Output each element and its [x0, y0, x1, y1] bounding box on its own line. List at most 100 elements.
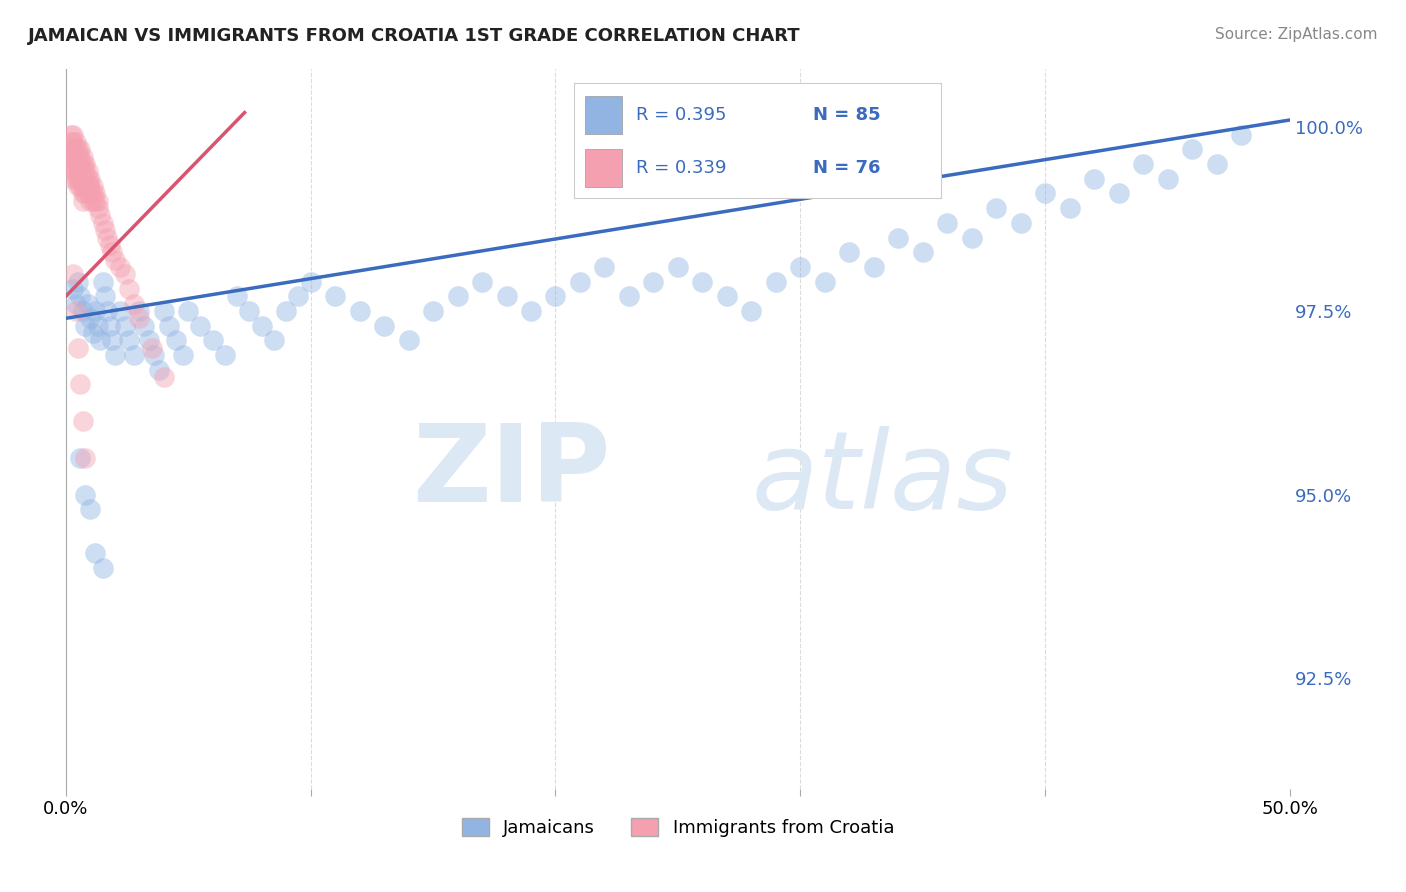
Point — [62, 157, 84, 171]
Point — [118, 334, 141, 348]
Point — [124, 348, 146, 362]
Point — [1083, 171, 1105, 186]
Point — [72, 179, 94, 194]
Point — [67, 171, 90, 186]
Point — [789, 260, 811, 274]
Point — [89, 209, 111, 223]
Point — [276, 304, 298, 318]
Point — [82, 326, 104, 340]
Point — [59, 128, 82, 142]
Point — [422, 304, 444, 318]
Point — [101, 334, 124, 348]
Point — [134, 318, 156, 333]
Point — [96, 304, 118, 318]
Point — [62, 164, 84, 178]
Point — [96, 230, 118, 244]
Point — [86, 194, 108, 208]
Text: JAMAICAN VS IMMIGRANTS FROM CROATIA 1ST GRADE CORRELATION CHART: JAMAICAN VS IMMIGRANTS FROM CROATIA 1ST … — [28, 27, 801, 45]
Point — [128, 311, 150, 326]
Point — [960, 230, 983, 244]
Point — [84, 304, 107, 318]
Text: atlas: atlas — [751, 426, 1014, 532]
Point — [299, 275, 322, 289]
Point — [593, 260, 616, 274]
Point — [69, 377, 91, 392]
Point — [69, 179, 91, 194]
Point — [75, 318, 97, 333]
Point — [65, 296, 87, 310]
Point — [765, 275, 787, 289]
Point — [72, 150, 94, 164]
Point — [86, 318, 108, 333]
Text: ZIP: ZIP — [412, 418, 610, 524]
Point — [148, 363, 170, 377]
Point — [214, 348, 236, 362]
Point — [59, 135, 82, 149]
Point — [62, 282, 84, 296]
Point — [141, 341, 163, 355]
Point — [72, 157, 94, 171]
Point — [67, 150, 90, 164]
Point — [67, 142, 90, 156]
Point — [82, 179, 104, 194]
Point — [104, 348, 127, 362]
Point — [814, 275, 837, 289]
Point — [1132, 157, 1154, 171]
Point — [165, 334, 187, 348]
Point — [65, 171, 87, 186]
Point — [75, 179, 97, 194]
Point — [76, 186, 98, 201]
Point — [65, 142, 87, 156]
Point — [617, 289, 640, 303]
Point — [91, 216, 114, 230]
Point — [91, 275, 114, 289]
Point — [177, 304, 200, 318]
Point — [114, 267, 136, 281]
Text: Source: ZipAtlas.com: Source: ZipAtlas.com — [1215, 27, 1378, 42]
Point — [250, 318, 273, 333]
Point — [72, 164, 94, 178]
Point — [59, 142, 82, 156]
Point — [76, 179, 98, 194]
Point — [79, 171, 101, 186]
Point — [716, 289, 738, 303]
Legend: Jamaicans, Immigrants from Croatia: Jamaicans, Immigrants from Croatia — [454, 811, 901, 845]
Point — [84, 186, 107, 201]
Point — [226, 289, 249, 303]
Point — [1156, 171, 1178, 186]
Point — [65, 164, 87, 178]
Point — [520, 304, 543, 318]
Point — [108, 260, 131, 274]
Point — [62, 171, 84, 186]
Point — [98, 237, 121, 252]
Point — [65, 135, 87, 149]
Point — [72, 171, 94, 186]
Point — [128, 304, 150, 318]
Point — [692, 275, 714, 289]
Point — [79, 311, 101, 326]
Point — [190, 318, 212, 333]
Point — [59, 150, 82, 164]
Point — [75, 186, 97, 201]
Point — [72, 304, 94, 318]
Point — [75, 164, 97, 178]
Point — [263, 334, 285, 348]
Point — [67, 157, 90, 171]
Point — [98, 318, 121, 333]
Point — [94, 289, 117, 303]
Point — [69, 150, 91, 164]
Point — [62, 267, 84, 281]
Point — [1059, 201, 1081, 215]
Point — [62, 135, 84, 149]
Point — [82, 186, 104, 201]
Point — [79, 179, 101, 194]
Point — [69, 164, 91, 178]
Point — [67, 341, 90, 355]
Point — [65, 157, 87, 171]
Point — [323, 289, 346, 303]
Point — [201, 334, 224, 348]
Point — [936, 216, 959, 230]
Point — [862, 260, 884, 274]
Point — [69, 289, 91, 303]
Point — [91, 561, 114, 575]
